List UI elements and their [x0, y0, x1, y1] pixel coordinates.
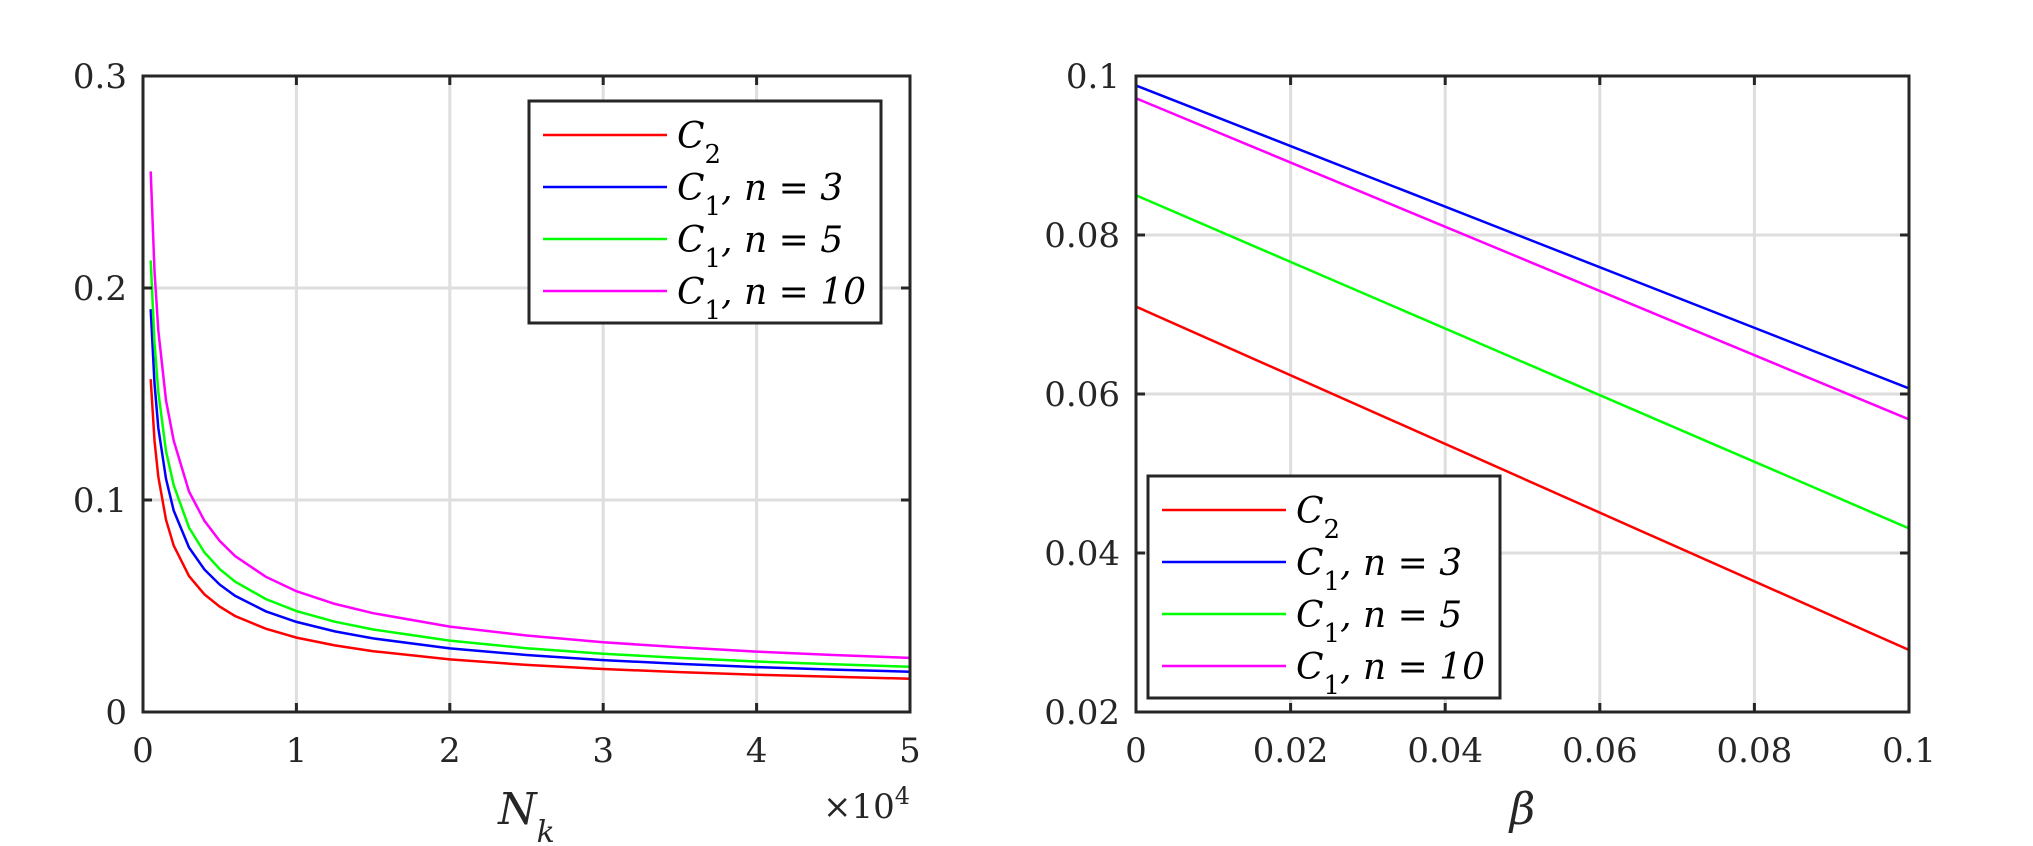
legend-label-main: C — [1296, 491, 1324, 532]
series-line-1 — [149, 379, 910, 680]
legend-label-sub: 1 — [1324, 619, 1341, 649]
legend-label-rest: , n = 10 — [721, 272, 866, 313]
x-tick-label: 0.02 — [1253, 731, 1329, 771]
x-tick-label: 3 — [592, 731, 614, 771]
legend-box — [1146, 474, 1502, 700]
legend-label-2: C1, n = 3 — [1296, 543, 1462, 597]
legend-label-2: C1, n = 3 — [677, 168, 843, 222]
legend-label-main: C — [677, 272, 705, 313]
y-tick-label: 0.1 — [73, 481, 127, 521]
legend-label-rest: , n = 5 — [1340, 595, 1462, 636]
x-tick-label: 5 — [899, 731, 921, 771]
x-tick-label: 4 — [746, 731, 768, 771]
legend-label-sub: 1 — [705, 244, 722, 274]
legend-label-1: C2 — [677, 116, 721, 170]
legend-label-main: C — [677, 116, 705, 157]
legend-label-1: C2 — [1296, 491, 1340, 545]
x-tick-label: 0.06 — [1562, 731, 1638, 771]
legend-label-sub: 1 — [1324, 567, 1341, 597]
y-tick-label: 0 — [105, 693, 127, 733]
x-axis-label: β — [1508, 784, 1535, 835]
legend-label-sub: 2 — [705, 140, 722, 170]
series-line-3 — [149, 260, 910, 669]
legend-label-rest: , n = 3 — [1340, 543, 1462, 584]
legend-label-sub: 2 — [1324, 515, 1341, 545]
y-tick-label: 0.1 — [1066, 57, 1120, 97]
series-line-2 — [1136, 84, 1909, 390]
legend-label-sub: 1 — [1324, 671, 1341, 701]
legend-label-main: C — [677, 220, 705, 261]
legend-label-rest: , n = 3 — [721, 168, 843, 209]
legend-label-rest: , n = 10 — [1340, 647, 1485, 688]
series-line-1 — [1136, 305, 1909, 652]
x-exponent-power: 4 — [895, 782, 910, 810]
y-tick-label: 0.06 — [1044, 375, 1120, 415]
x-tick-label: 0.1 — [1882, 731, 1936, 771]
y-tick-label: 0.3 — [73, 57, 127, 97]
series-line-3 — [1136, 194, 1909, 530]
series-line-2 — [149, 309, 910, 673]
legend-label-sub: 1 — [705, 192, 722, 222]
series-line-4 — [149, 171, 910, 660]
y-tick-label: 0.04 — [1044, 534, 1120, 574]
x-tick-label: 2 — [439, 731, 461, 771]
legend-label-main: C — [1296, 647, 1324, 688]
x-exponent-base: ×10 — [823, 787, 895, 827]
legend-label-main: C — [1296, 543, 1324, 584]
legend-label-3: C1, n = 5 — [677, 220, 843, 274]
y-tick-label: 0.2 — [73, 269, 127, 309]
y-tick-label: 0.02 — [1044, 693, 1120, 733]
legend-label-4: C1, n = 10 — [1296, 647, 1485, 701]
legend-label-3: C1, n = 5 — [1296, 595, 1462, 649]
right-chart-panel: 0 0.02 0.04 0.06 0.08 0.10.020.040.060.080.1β… — [1044, 57, 1936, 835]
series-line-4 — [1136, 97, 1909, 421]
legend-label-main: C — [677, 168, 705, 209]
x-tick-label: 1 — [286, 731, 308, 771]
legend-label-4: C1, n = 10 — [677, 272, 866, 326]
y-tick-label: 0.08 — [1044, 216, 1120, 256]
x-tick-label: 0 — [1125, 731, 1147, 771]
legend-label-rest: , n = 5 — [721, 220, 843, 261]
x-tick-label: 0.04 — [1407, 731, 1483, 771]
x-axis-label-sub: k — [537, 815, 555, 846]
axes-box — [141, 74, 912, 714]
x-tick-label: 0.08 — [1717, 731, 1793, 771]
x-exponent-label: ×104 — [823, 782, 910, 827]
legend-label-main: C — [1296, 595, 1324, 636]
x-axis-label: Nk — [497, 784, 555, 846]
x-axis-label-main: N — [497, 784, 538, 835]
legend-label-sub: 1 — [705, 296, 722, 326]
legend-box — [527, 99, 883, 325]
x-tick-label: 0 — [132, 731, 154, 771]
